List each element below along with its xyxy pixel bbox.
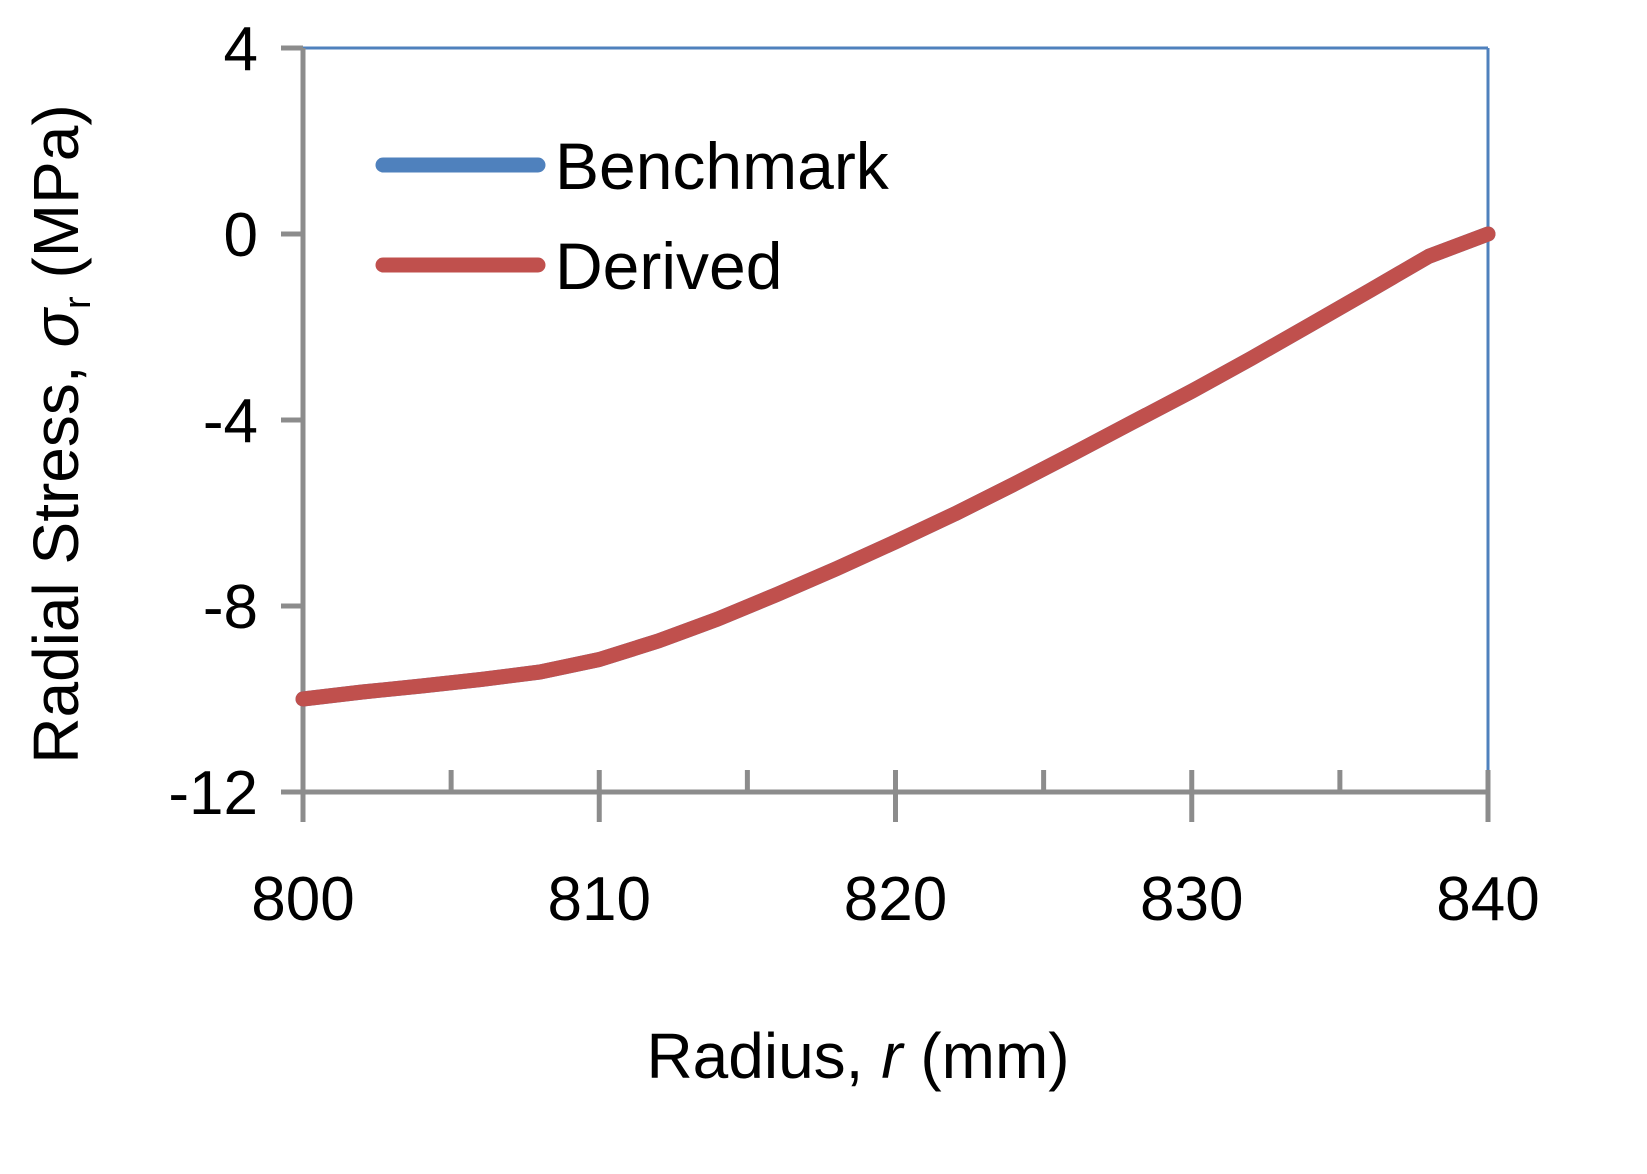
- y-axis-title: Radial Stress, σr (MPa): [20, 104, 99, 763]
- x-tick-label: 830: [1140, 865, 1243, 934]
- series-line-benchmark: [295, 226, 1496, 707]
- x-axis-title: Radius, r (mm): [646, 1020, 1069, 1092]
- legend-label-derived: Derived: [555, 229, 782, 303]
- legend: Benchmark Derived: [375, 129, 890, 303]
- tick-labels: -12 -8 -4 0 4 800 810 820 830 840: [168, 15, 1539, 934]
- y-axis-title-symbol: σ: [20, 307, 92, 348]
- y-tick-label: -4: [203, 387, 258, 456]
- y-tick-label: -12: [168, 759, 258, 828]
- x-tick-label: 810: [548, 865, 651, 934]
- axes: [281, 45, 1491, 822]
- x-axis-title-prefix: Radius,: [646, 1020, 881, 1092]
- x-tick-label: 840: [1436, 865, 1539, 934]
- y-tick-label: 4: [224, 15, 258, 84]
- x-axis-title-suffix: (mm): [903, 1020, 1070, 1092]
- y-tick-label: -8: [203, 573, 258, 642]
- x-tick-label: 820: [844, 865, 947, 934]
- y-axis-title-prefix: Radial Stress,: [20, 348, 92, 764]
- y-axis-title-suffix: (MPa): [20, 104, 92, 296]
- legend-label-benchmark: Benchmark: [555, 129, 890, 203]
- x-axis-title-symbol: r: [881, 1020, 905, 1092]
- series-line-derived: [295, 226, 1496, 707]
- y-axis-title-subscript: r: [57, 296, 99, 309]
- x-tick-label: 800: [251, 865, 354, 934]
- plot-frame: [303, 46, 1490, 792]
- y-tick-label: 0: [224, 201, 258, 270]
- data-series: [295, 226, 1496, 707]
